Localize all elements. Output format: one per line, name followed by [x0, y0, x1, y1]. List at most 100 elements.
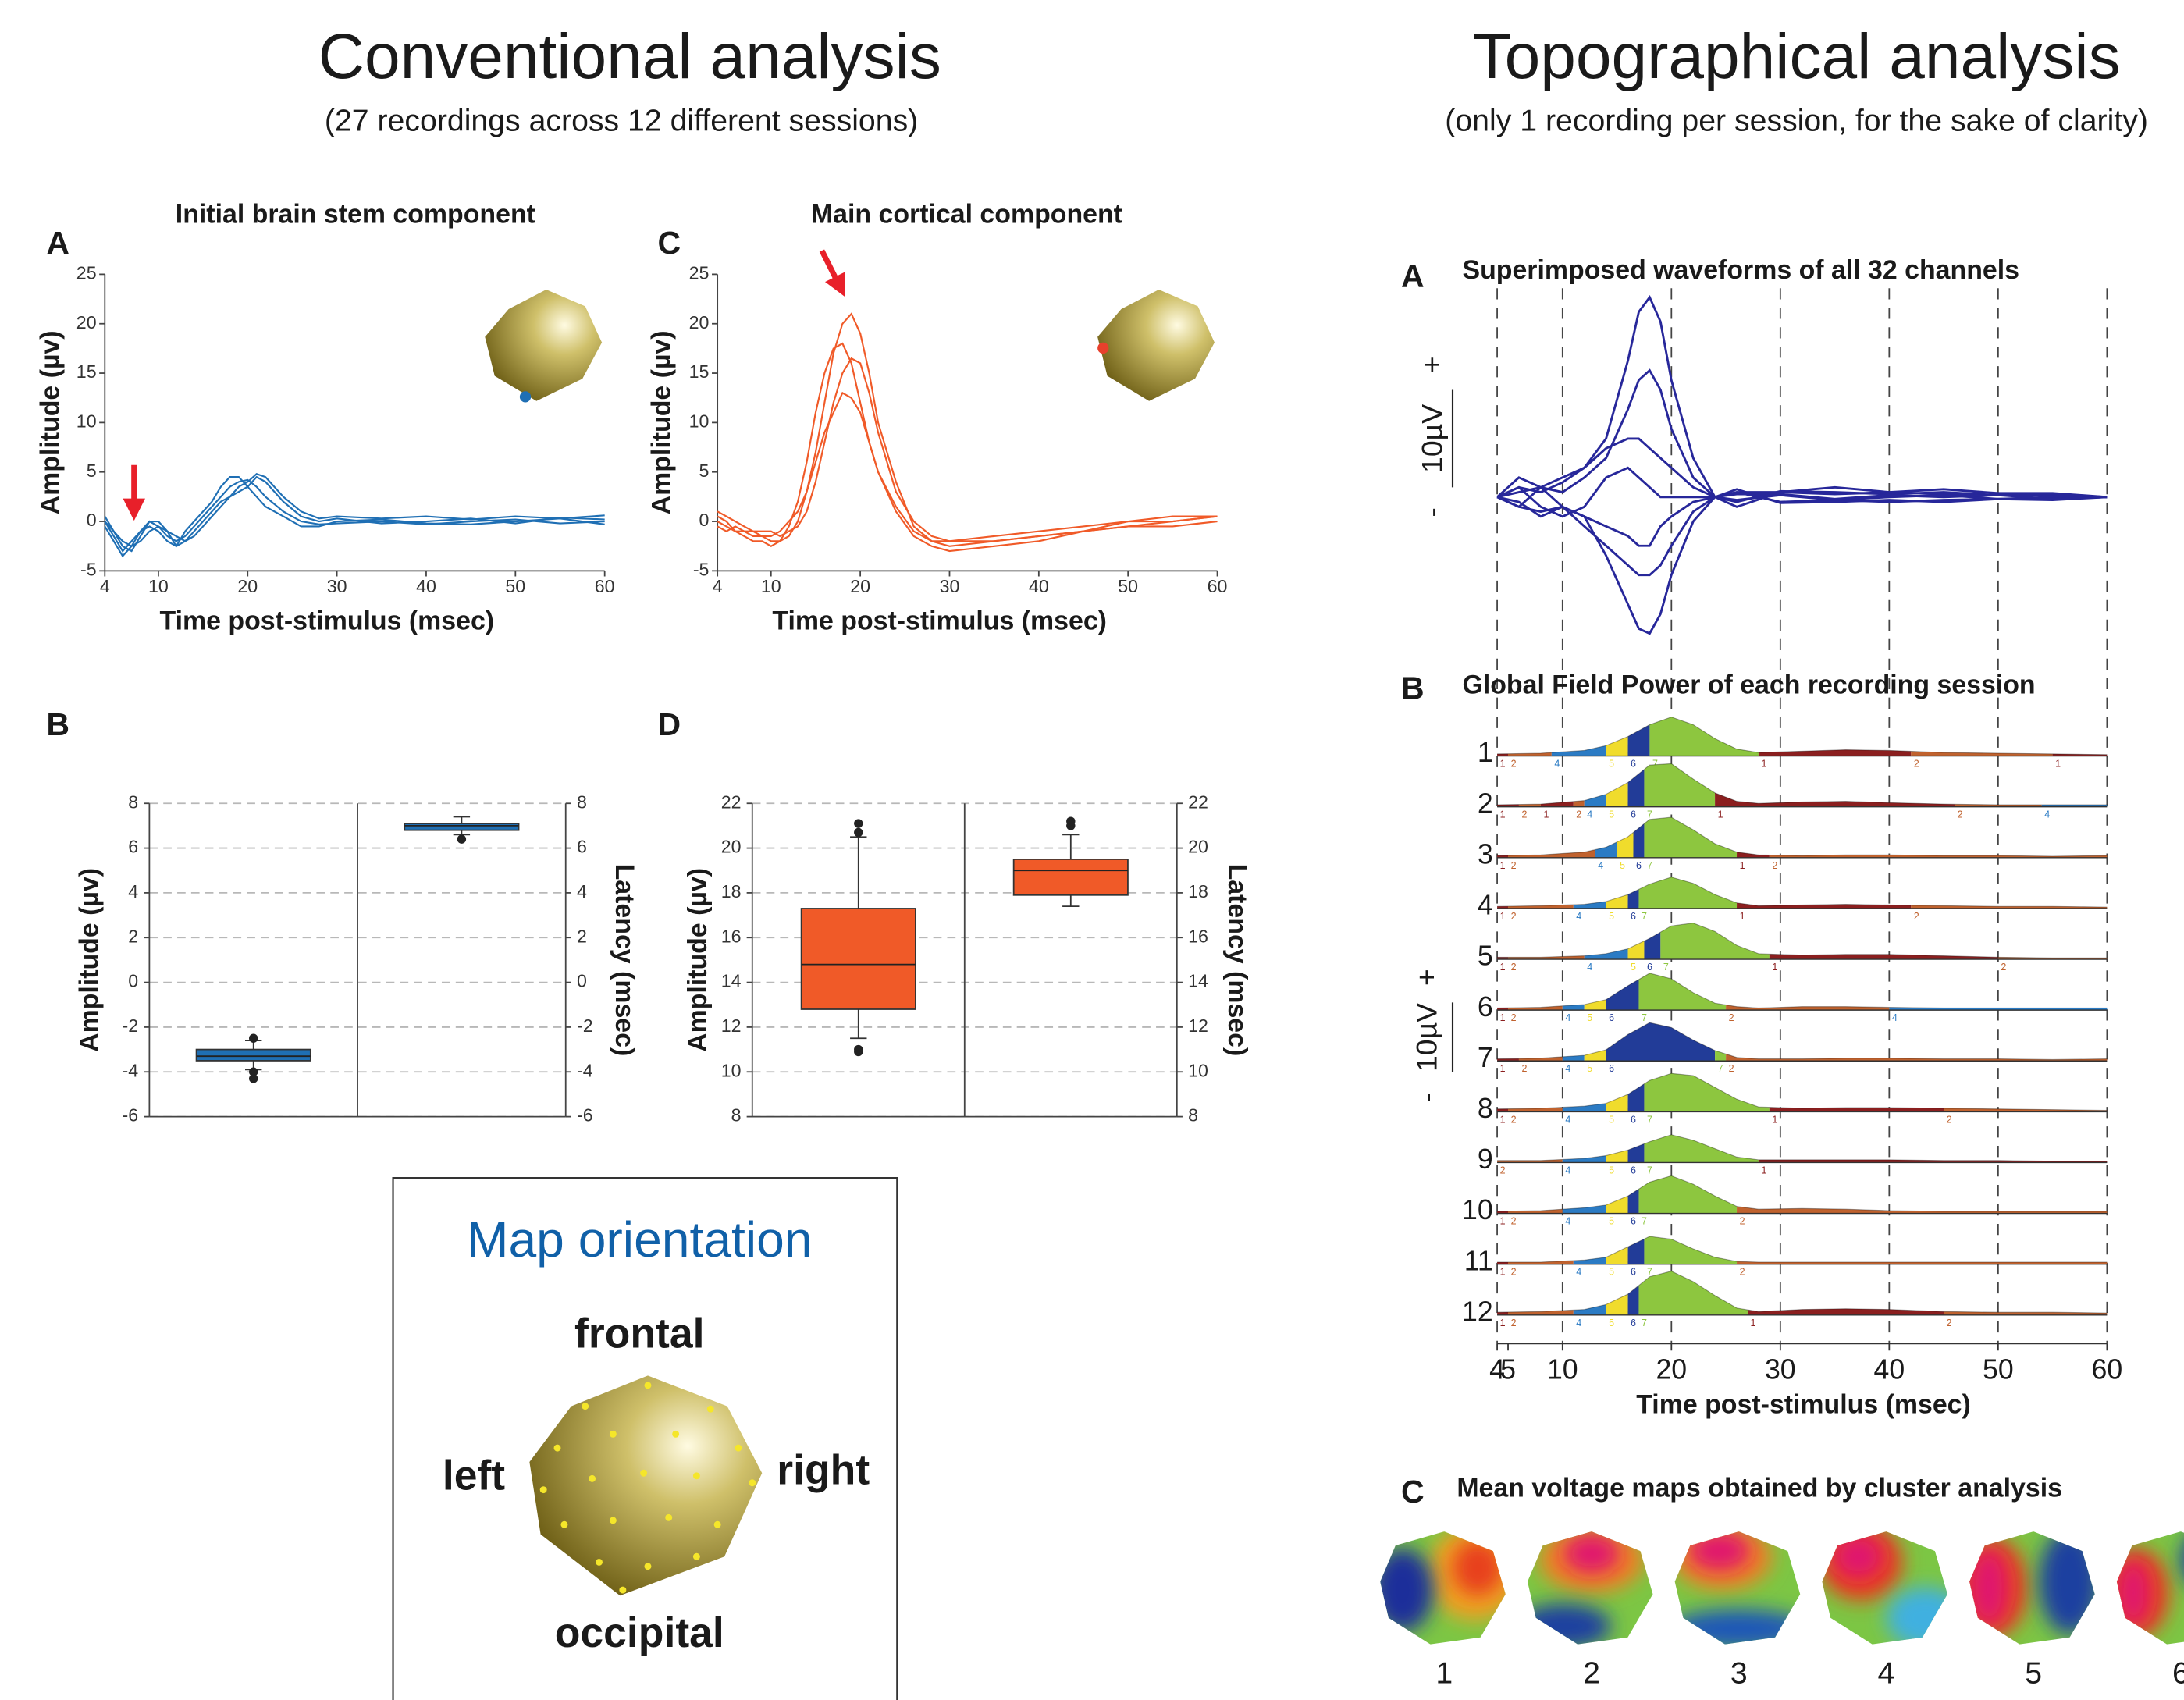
- segment-map-label: 5: [1631, 962, 1636, 973]
- y2-tick-label: -2: [577, 1015, 593, 1036]
- label-frontal: frontal: [574, 1311, 704, 1357]
- y-tick-label: 0: [128, 971, 138, 991]
- x-tick-label: 30: [327, 576, 347, 596]
- scale-sign: -: [1416, 507, 1449, 517]
- session-label: 9: [1478, 1143, 1493, 1175]
- gfp-curve: [1497, 877, 2108, 908]
- electrode-head: [1097, 290, 1215, 401]
- segment: [1627, 1143, 1645, 1163]
- segment-map-label: 1: [1751, 1318, 1756, 1328]
- scale-sign: -: [1410, 1092, 1443, 1101]
- segment-map-label: 2: [1511, 911, 1517, 922]
- waveform: [717, 357, 1218, 542]
- segment-map-label: 2: [2001, 962, 2006, 973]
- y2-tick-label: 16: [1188, 926, 1208, 946]
- segment-map-label: 7: [1642, 911, 1647, 922]
- segment: [1606, 782, 1628, 807]
- outlier: [1066, 816, 1076, 826]
- gfp-curve: [1497, 717, 2108, 756]
- segment-map-label: 2: [1522, 1063, 1528, 1074]
- segment: [1627, 1285, 1639, 1315]
- segment-map-label: 2: [1511, 1114, 1517, 1125]
- outlier: [854, 1047, 863, 1057]
- y-tick-label: 20: [721, 837, 742, 857]
- segment-map-label: 5: [1620, 860, 1625, 871]
- gfp-curve: [1497, 973, 2108, 1008]
- y-tick-label: 4: [128, 881, 138, 902]
- y-tick-label: 8: [128, 791, 138, 812]
- gfp-curve: [1497, 1271, 2108, 1314]
- map-blob: [1563, 1534, 1620, 1574]
- segment: [1737, 852, 1770, 858]
- segment: [1507, 1310, 1574, 1315]
- segment-map-label: 6: [1609, 1063, 1614, 1074]
- segment: [1497, 804, 1519, 807]
- session-label: 8: [1478, 1093, 1493, 1124]
- segment: [1627, 769, 1645, 807]
- segment: [1497, 1108, 1509, 1112]
- segment-map-label: 1: [1500, 1267, 1506, 1278]
- segment-map-label: 4: [1598, 860, 1603, 871]
- segment-map-label: 1: [1500, 809, 1506, 820]
- segment: [1955, 804, 2042, 807]
- segment: [1660, 923, 1770, 960]
- segment-map-label: 2: [1511, 860, 1517, 871]
- segment-map-label: 1: [1500, 1216, 1506, 1227]
- session-label: 2: [1478, 788, 1493, 819]
- x-tick-label: 30: [940, 576, 960, 596]
- segment: [1638, 1175, 1738, 1214]
- segment-map-label: 4: [1587, 962, 1592, 973]
- outlier: [854, 819, 863, 828]
- y2-tick-label: 14: [1188, 971, 1208, 991]
- segment: [1769, 1107, 1944, 1112]
- segment: [1737, 1206, 2108, 1214]
- segment-map-label: 7: [1647, 809, 1652, 820]
- segment-map-label: 1: [1761, 759, 1766, 770]
- y-tick-label: 25: [76, 263, 97, 283]
- x-tick-label: 4: [713, 576, 723, 596]
- segment-map-label: 2: [1740, 1216, 1745, 1227]
- segment: [1562, 1005, 1585, 1011]
- y-tick-label: 2: [128, 926, 138, 946]
- segment: [1562, 1155, 1606, 1163]
- map-blob: [1453, 1539, 1503, 1596]
- map-label: 3: [1730, 1656, 1748, 1690]
- y-tick-label: 18: [721, 881, 742, 902]
- segment: [1911, 751, 2053, 756]
- segment: [1627, 1083, 1645, 1112]
- segment-map-label: 1: [1500, 962, 1506, 973]
- gfp-curve: [1497, 1022, 2108, 1060]
- segment: [1507, 955, 1585, 960]
- segment: [1584, 948, 1628, 960]
- x-axis-label: Time post-stimulus (msec): [772, 606, 1107, 635]
- frame: [392, 1177, 898, 1700]
- label-left: left: [443, 1453, 505, 1499]
- segment: [1606, 1094, 1628, 1112]
- left-subtitle: (27 recordings across 12 different sessi…: [325, 103, 918, 137]
- y2-tick-label: 8: [577, 791, 587, 812]
- segment: [1540, 801, 1574, 807]
- y2-tick-label: 2: [577, 926, 587, 946]
- label-right: right: [777, 1447, 870, 1493]
- segment: [1758, 749, 1912, 756]
- box: [1012, 859, 1129, 896]
- segment: [1606, 979, 1639, 1011]
- segment: [1627, 724, 1650, 756]
- session-label: 10: [1462, 1194, 1493, 1225]
- session-label: 6: [1478, 991, 1493, 1022]
- segment: [1497, 1159, 1563, 1163]
- x-tick-label: 30: [1765, 1353, 1796, 1385]
- segment: [1627, 941, 1645, 960]
- segment-map-label: 6: [1631, 1318, 1636, 1328]
- panel-letter: C: [1401, 1474, 1425, 1510]
- map-label: 4: [1878, 1656, 1895, 1690]
- segment-map-label: 2: [1522, 809, 1528, 820]
- segment-map-label: 2: [1576, 809, 1581, 820]
- segment-map-label: 6: [1636, 860, 1642, 871]
- segment: [1518, 1056, 1563, 1062]
- segment-map-label: 7: [1642, 1318, 1647, 1328]
- segment: [1944, 1108, 2108, 1112]
- segment-map-label: 1: [1500, 860, 1506, 871]
- x-tick-label: 10: [761, 576, 781, 596]
- voltage-map: [1822, 1531, 1947, 1645]
